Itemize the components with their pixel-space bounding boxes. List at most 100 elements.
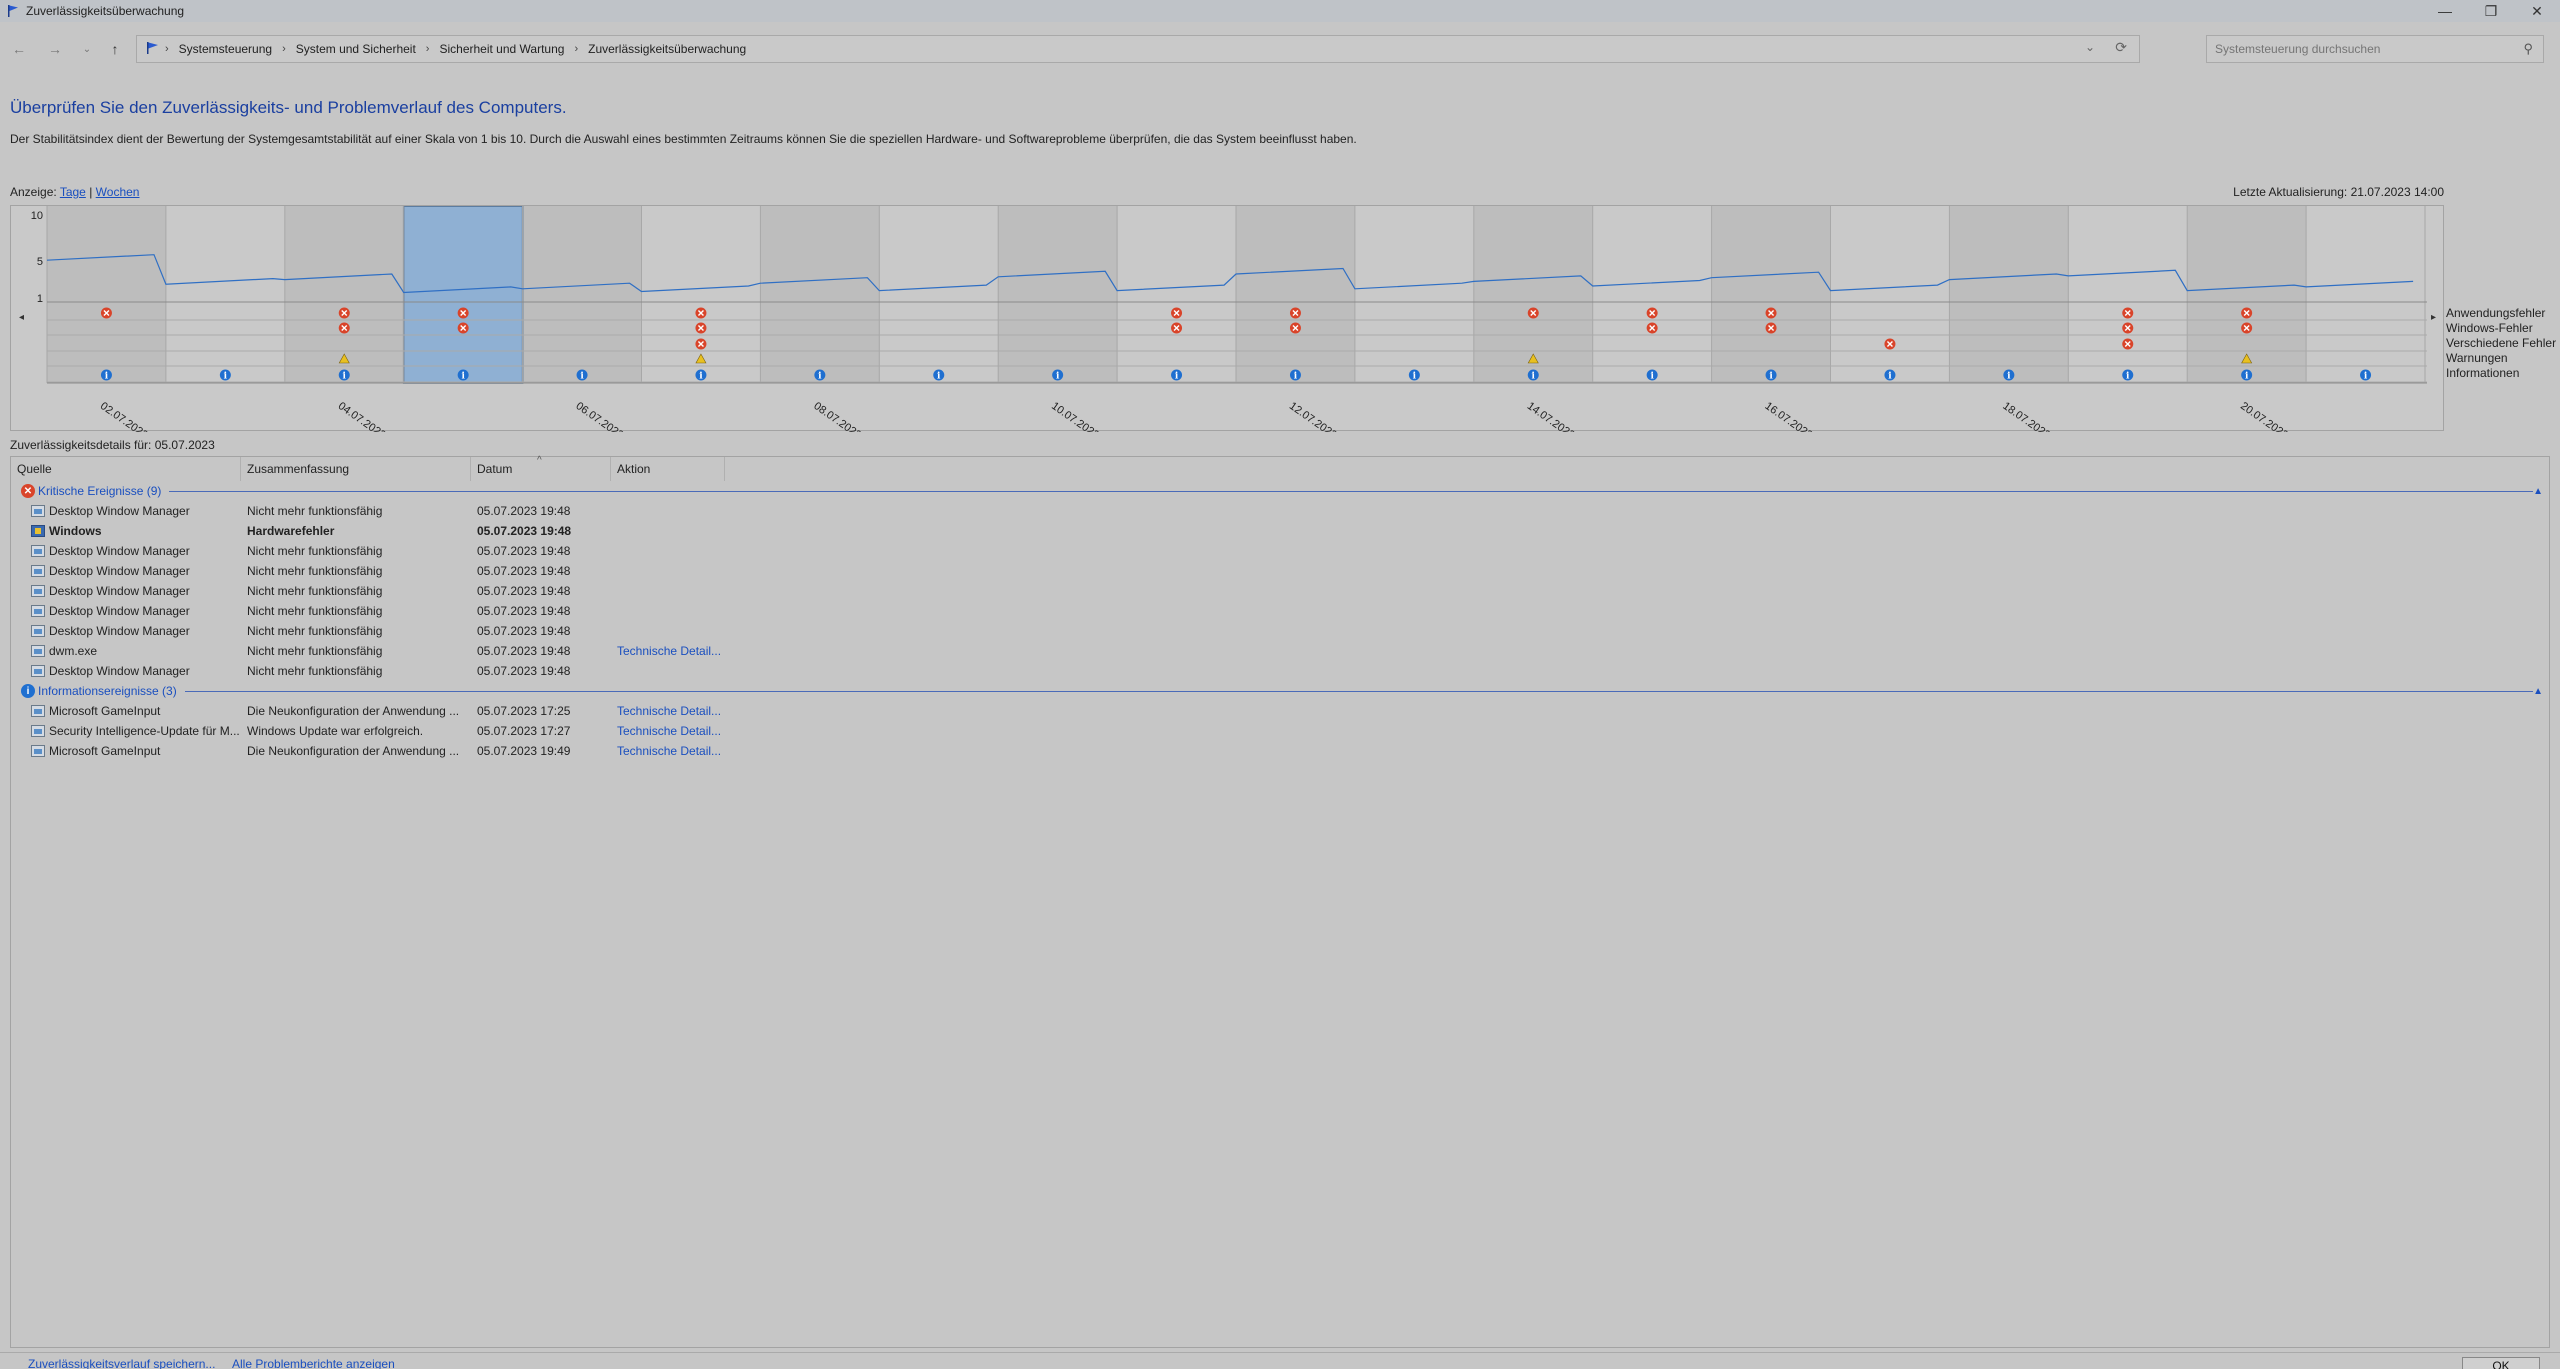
breadcrumb-item[interactable]: System und Sicherheit bbox=[295, 42, 416, 56]
chart-scroll-left-icon[interactable]: ◂ bbox=[19, 312, 24, 323]
error-icon: ✕ bbox=[21, 484, 35, 498]
information-marker-icon bbox=[814, 369, 826, 381]
search-box[interactable]: ⚲ bbox=[2206, 35, 2544, 63]
collapse-chevron-icon[interactable]: ▲ bbox=[2533, 485, 2543, 497]
up-arrow-icon[interactable]: ↑ bbox=[111, 41, 119, 57]
table-row[interactable]: Desktop Window Manager Nicht mehr funktio… bbox=[11, 661, 2549, 681]
page-title: Überprüfen Sie den Zuverlässigkeits- und… bbox=[10, 98, 567, 117]
cell-source: Desktop Window Manager bbox=[11, 664, 243, 678]
back-arrow-icon[interactable]: ← bbox=[12, 41, 26, 57]
legend-misc-errors: Verschiedene Fehler bbox=[2446, 336, 2557, 350]
cell-source: Desktop Window Manager bbox=[11, 584, 243, 598]
group-critical-events[interactable]: ✕ Kritische Ereignisse (9) ▲ bbox=[11, 481, 2549, 501]
chart-selected-column bbox=[402, 206, 524, 384]
cell-source: Windows bbox=[11, 524, 243, 538]
close-icon[interactable]: ✕ bbox=[2531, 2, 2543, 19]
info-icon: i bbox=[21, 684, 35, 698]
search-icon[interactable]: ⚲ bbox=[2523, 41, 2533, 56]
view-label: Anzeige: bbox=[10, 185, 57, 199]
cell-summary: Die Neukonfiguration der Anwendung ... bbox=[247, 744, 460, 758]
cell-summary: Hardwarefehler bbox=[247, 524, 335, 538]
table-row[interactable]: Desktop Window Manager Nicht mehr funktio… bbox=[11, 561, 2549, 581]
ok-button[interactable]: OK bbox=[2462, 1357, 2540, 1369]
information-marker-icon bbox=[2241, 369, 2253, 381]
chart-column bbox=[760, 206, 880, 383]
table-row[interactable]: Desktop Window Manager Nicht mehr funktio… bbox=[11, 501, 2549, 521]
chart-y-tick-label: 5 bbox=[37, 256, 43, 268]
view-days-link[interactable]: Tage bbox=[59, 185, 86, 199]
cell-action-link[interactable]: Technische Detail... bbox=[617, 724, 722, 738]
forward-arrow-icon[interactable]: → bbox=[48, 41, 62, 57]
information-marker-icon bbox=[2360, 369, 2372, 381]
minimize-icon[interactable]: — bbox=[2438, 3, 2452, 19]
cell-action-link[interactable]: Technische Detail... bbox=[617, 704, 722, 718]
table-row[interactable]: Desktop Window Manager Nicht mehr funktio… bbox=[11, 601, 2549, 621]
table-row[interactable]: Desktop Window Manager Nicht mehr funktio… bbox=[11, 541, 2549, 561]
application-icon bbox=[31, 585, 45, 597]
chart-column bbox=[1592, 206, 1712, 383]
error-marker-cross bbox=[341, 325, 348, 331]
chart-column bbox=[998, 206, 1118, 383]
information-marker-icon bbox=[1408, 369, 1420, 381]
group-information-events[interactable]: i Informationsereignisse (3) ▲ bbox=[11, 681, 2549, 701]
search-input[interactable] bbox=[2215, 42, 2505, 56]
table-row[interactable]: Desktop Window Manager Nicht mehr funktio… bbox=[11, 581, 2549, 601]
information-marker-glyph: i bbox=[2007, 372, 2011, 382]
breadcrumb-item[interactable]: Sicherheit und Wartung bbox=[439, 42, 565, 56]
column-header-summary[interactable]: Zusammenfassung bbox=[241, 457, 471, 481]
table-header: Quelle Zusammenfassung ^ Datum Aktion bbox=[11, 455, 2549, 481]
cell-date: 05.07.2023 19:48 bbox=[477, 664, 571, 678]
cell-date: 05.07.2023 19:48 bbox=[477, 544, 571, 558]
column-header-action[interactable]: Aktion bbox=[611, 457, 725, 481]
group-label: Informationsereignisse (3) bbox=[38, 684, 177, 698]
group-label: Kritische Ereignisse (9) bbox=[38, 484, 162, 498]
last-update-text: Letzte Aktualisierung: 21.07.2023 14:00 bbox=[2233, 185, 2444, 199]
information-marker-glyph: i bbox=[461, 372, 465, 382]
collapse-chevron-icon[interactable]: ▲ bbox=[2533, 685, 2543, 697]
chart-date-label: 10.07.2023 bbox=[1049, 400, 1101, 432]
table-row[interactable]: Security Intelligence-Update für M... Win… bbox=[11, 721, 2549, 741]
table-row[interactable]: Microsoft GameInput Die Neukonfiguration … bbox=[11, 701, 2549, 721]
refresh-icon[interactable]: ⟳ bbox=[2115, 39, 2127, 55]
information-marker-glyph: i bbox=[1056, 372, 1060, 382]
reliability-chart-svg[interactable]: 10 5 1 ◂ ▸ i i i i i i i i i i i i i i i i i i i i 02.07.2023 04.0… bbox=[11, 206, 2445, 432]
chart-y-tick-label: 10 bbox=[31, 210, 43, 222]
chart-column bbox=[1236, 206, 1355, 383]
cell-summary: Nicht mehr funktionsfähig bbox=[247, 624, 383, 638]
chart-scroll-right-icon[interactable]: ▸ bbox=[2431, 312, 2436, 323]
breadcrumb-item[interactable]: Zuverlässigkeitsüberwachung bbox=[588, 42, 747, 56]
table-row[interactable]: Desktop Window Manager Nicht mehr funktio… bbox=[11, 621, 2549, 641]
table-row[interactable]: Windows Hardwarefehler 05.07.2023 19:48 bbox=[11, 521, 2549, 541]
view-weeks-link[interactable]: Wochen bbox=[95, 185, 140, 199]
information-marker-icon bbox=[338, 369, 350, 381]
column-header-source[interactable]: Quelle bbox=[11, 457, 241, 481]
all-reports-link[interactable]: Alle Problemberichte anzeigen bbox=[232, 1357, 395, 1369]
cell-action-link[interactable]: Technische Detail... bbox=[617, 644, 722, 658]
legend-application-errors: Anwendungsfehler bbox=[2446, 306, 2546, 320]
error-marker-cross bbox=[1292, 325, 1299, 331]
legend-information: Informationen bbox=[2446, 366, 2520, 380]
window-title: Zuverlässigkeitsüberwachung bbox=[26, 4, 185, 18]
warning-marker-icon bbox=[2241, 353, 2253, 364]
cell-date: 05.07.2023 19:48 bbox=[477, 624, 571, 638]
flag-icon bbox=[145, 41, 159, 58]
application-icon bbox=[31, 745, 45, 757]
information-marker-glyph: i bbox=[937, 372, 941, 382]
restore-icon[interactable]: ❐ bbox=[2484, 2, 2498, 19]
page-description: Der Stabilitätsindex dient der Bewertung… bbox=[10, 132, 1357, 146]
chart-date-label: 14.07.2023 bbox=[1525, 400, 1577, 432]
breadcrumb-item[interactable]: Systemsteuerung bbox=[178, 42, 273, 56]
cell-action-link[interactable]: Technische Detail... bbox=[617, 744, 722, 758]
recent-chevron-down-icon[interactable]: ⌄ bbox=[82, 43, 92, 55]
address-dropdown-chevron-icon[interactable]: ⌄ bbox=[2084, 40, 2095, 54]
column-header-date[interactable]: ^ Datum bbox=[471, 455, 611, 481]
table-row[interactable]: dwm.exe Nicht mehr funktionsfähig 05.07.20… bbox=[11, 641, 2549, 661]
save-history-link[interactable]: Zuverlässigkeitsverlauf speichern... bbox=[28, 1357, 216, 1369]
information-marker-glyph: i bbox=[224, 372, 228, 382]
error-marker-cross bbox=[1768, 325, 1775, 331]
application-icon bbox=[31, 545, 45, 557]
application-icon bbox=[31, 525, 45, 537]
reliability-chart[interactable]: 10 5 1 ◂ ▸ i i i i i i i i i i i i i i i i i i i i 02.07.2023 04.0… bbox=[10, 205, 2445, 432]
table-row[interactable]: Microsoft GameInput Die Neukonfiguration … bbox=[11, 741, 2549, 761]
address-bar[interactable]: › Systemsteuerung › System und Sicherhei… bbox=[136, 35, 2140, 63]
